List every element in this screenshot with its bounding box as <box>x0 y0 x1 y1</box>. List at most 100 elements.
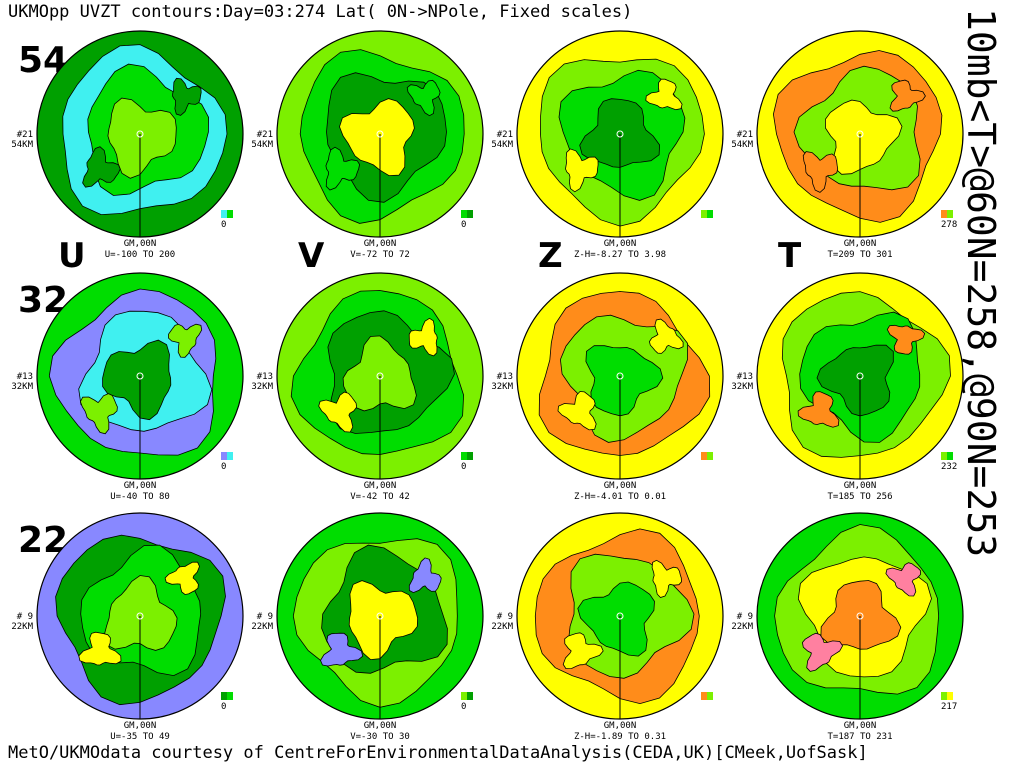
value-range-label: V=-30 TO 30 <box>350 732 410 742</box>
polar-panel-v-22 <box>275 512 485 742</box>
color-key-value: 0 <box>221 702 227 712</box>
level-index-label: # 9 22KM <box>251 612 273 632</box>
color-key-value: 0 <box>461 462 467 472</box>
color-key-value: 217 <box>941 702 958 712</box>
level-index: #21 <box>496 130 513 140</box>
level-index: #21 <box>736 130 753 140</box>
contour-map <box>516 272 724 480</box>
polar-panel-z-32 <box>515 272 725 502</box>
color-key-value: 278 <box>941 220 958 230</box>
level-altitude: 54KM <box>731 140 753 150</box>
contour-map <box>756 30 964 238</box>
meridian-label: GM,00N <box>363 239 397 249</box>
polar-panel-u-22 <box>35 512 245 742</box>
meridian-label: GM,00N <box>843 721 877 731</box>
color-key-value: 0 <box>461 220 467 230</box>
meridian-label: GM,00N <box>123 481 157 491</box>
polar-panel-v-54 <box>275 30 485 260</box>
meridian-label: GM,00N <box>843 239 877 249</box>
meridian-label: GM,00N <box>603 239 637 249</box>
contour-map <box>276 512 484 720</box>
polar-panel-v-32 <box>275 272 485 502</box>
level-index-label: # 9 22KM <box>11 612 33 632</box>
value-range-label: Z-H=-4.01 TO 0.01 <box>573 492 667 502</box>
level-index: #13 <box>16 372 33 382</box>
variable-label-u: U <box>58 236 86 276</box>
polar-panel-z-54 <box>515 30 725 260</box>
level-index: #13 <box>736 372 753 382</box>
level-index-label: #21 54KM <box>11 130 33 150</box>
variable-label-t: T <box>778 236 802 276</box>
polar-panel-u-54 <box>35 30 245 260</box>
level-altitude: 32KM <box>731 382 753 392</box>
variable-label-v: V <box>298 236 325 276</box>
color-key-value: 0 <box>221 462 227 472</box>
contour-map <box>36 30 244 238</box>
level-index: #21 <box>16 130 33 140</box>
polar-panel-t-32 <box>755 272 965 502</box>
color-key-value: 232 <box>941 462 958 472</box>
level-altitude: 22KM <box>251 622 273 632</box>
level-index-label: #21 54KM <box>731 130 753 150</box>
level-altitude: 22KM <box>491 622 513 632</box>
level-index: # 9 <box>16 612 33 622</box>
contour-map <box>516 512 724 720</box>
side-annotation: 10mb<T>@60N=258,@90N=253 <box>959 8 1003 558</box>
credit-line: MetO/UKMOdata courtesy of CentreForEnvir… <box>8 743 868 763</box>
value-range-label: T=185 TO 256 <box>827 492 893 502</box>
level-index-label: #13 32KM <box>11 372 33 392</box>
polar-panel-u-32 <box>35 272 245 502</box>
value-range-label: T=187 TO 231 <box>827 732 893 742</box>
level-index: # 9 <box>736 612 753 622</box>
value-range-label: U=-35 TO 49 <box>110 732 170 742</box>
color-key-value: 0 <box>461 702 467 712</box>
level-altitude: 32KM <box>11 382 33 392</box>
page-title: UKMOpp UVZT contours:Day=03:274 Lat( 0N-… <box>8 2 633 22</box>
meridian-label: GM,00N <box>603 481 637 491</box>
contour-map <box>36 512 244 720</box>
level-altitude: 32KM <box>491 382 513 392</box>
level-index: #13 <box>256 372 273 382</box>
meridian-label: GM,00N <box>123 239 157 249</box>
contour-map <box>276 30 484 238</box>
level-index: # 9 <box>256 612 273 622</box>
meridian-label: GM,00N <box>603 721 637 731</box>
level-index-label: # 9 22KM <box>731 612 753 632</box>
value-range-label: U=-100 TO 200 <box>104 250 176 260</box>
level-index: # 9 <box>496 612 513 622</box>
variable-label-z: Z <box>538 236 563 276</box>
level-index: #21 <box>256 130 273 140</box>
contour-map <box>276 272 484 480</box>
polar-panel-t-54 <box>755 30 965 260</box>
level-index-label: #13 32KM <box>731 372 753 392</box>
meridian-label: GM,00N <box>123 721 157 731</box>
level-altitude: 32KM <box>251 382 273 392</box>
value-range-label: U=-40 TO 80 <box>110 492 170 502</box>
level-index-label: # 9 22KM <box>491 612 513 632</box>
meridian-label: GM,00N <box>363 481 397 491</box>
meridian-label: GM,00N <box>843 481 877 491</box>
value-range-label: T=209 TO 301 <box>827 250 893 260</box>
polar-panel-t-22 <box>755 512 965 742</box>
level-index-label: #21 54KM <box>491 130 513 150</box>
level-altitude: 22KM <box>11 622 33 632</box>
value-range-label: Z-H=-8.27 TO 3.98 <box>573 250 667 260</box>
level-altitude: 54KM <box>251 140 273 150</box>
level-altitude: 54KM <box>11 140 33 150</box>
contour-map <box>36 272 244 480</box>
contour-map <box>756 272 964 480</box>
color-key-value: 0 <box>221 220 227 230</box>
level-altitude: 54KM <box>491 140 513 150</box>
contour-map <box>516 30 724 238</box>
value-range-label: V=-72 TO 72 <box>350 250 410 260</box>
contour-map <box>756 512 964 720</box>
level-index-label: #21 54KM <box>251 130 273 150</box>
value-range-label: Z-H=-1.89 TO 0.31 <box>573 732 667 742</box>
value-range-label: V=-42 TO 42 <box>350 492 410 502</box>
level-index: #13 <box>496 372 513 382</box>
level-altitude: 22KM <box>731 622 753 632</box>
polar-panel-z-22 <box>515 512 725 742</box>
level-index-label: #13 32KM <box>491 372 513 392</box>
meridian-label: GM,00N <box>363 721 397 731</box>
level-index-label: #13 32KM <box>251 372 273 392</box>
